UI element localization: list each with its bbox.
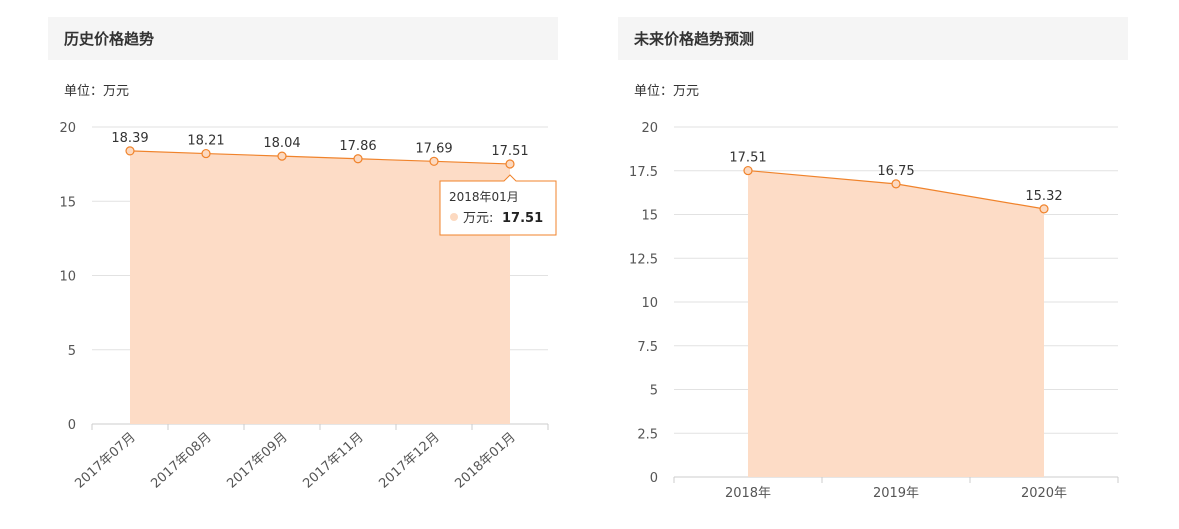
history-data-label-3: 17.86 <box>339 139 376 154</box>
forecast-chart[interactable]: 0 2.5 5 7.5 10 12.5 15 17.5 20 17.51 16.75 15.32 201… <box>618 17 1128 517</box>
history-x-label-0: 2017年07月 <box>72 430 138 492</box>
history-x-label-4: 2017年12月 <box>376 430 442 492</box>
history-tooltip-date: 2018年01月 <box>449 190 519 204</box>
history-data-label-5: 17.51 <box>491 144 528 159</box>
history-point-5 <box>505 159 515 169</box>
history-data-label-0: 18.39 <box>111 131 148 146</box>
forecast-x-label-2: 2020年 <box>1021 486 1067 501</box>
history-chart-title: 历史价格趋势 <box>64 30 155 48</box>
forecast-unit-label: 单位：万元 <box>634 84 700 99</box>
forecast-y-tick-5: 12.5 <box>629 252 658 267</box>
forecast-area <box>748 170 1044 477</box>
forecast-point-0 <box>743 165 753 176</box>
history-x-label-3: 2017年11月 <box>300 430 366 492</box>
history-series-line <box>129 150 511 165</box>
history-data-label-4: 17.69 <box>415 141 452 156</box>
history-y-tick-4: 20 <box>59 121 76 136</box>
forecast-x-label-1: 2019年 <box>873 486 919 501</box>
history-data-label-1: 18.21 <box>187 134 224 149</box>
forecast-y-tick-4: 10 <box>641 296 658 311</box>
history-tooltip-series-label: 万元: <box>463 211 493 226</box>
forecast-y-tick-1: 2.5 <box>637 427 658 442</box>
forecast-y-tick-8: 20 <box>641 121 658 136</box>
forecast-data-label-2: 15.32 <box>1025 189 1062 204</box>
forecast-y-tick-6: 15 <box>641 209 658 224</box>
history-tooltip-value: 17.51 <box>502 211 543 226</box>
history-data-label-2: 18.04 <box>263 136 300 151</box>
history-point-3 <box>353 154 363 164</box>
history-tooltip-marker <box>450 213 458 221</box>
forecast-x-label-0: 2018年 <box>725 486 771 501</box>
history-y-tick-2: 10 <box>59 270 76 285</box>
history-x-label-2: 2017年09月 <box>224 430 290 492</box>
history-x-label-1: 2017年08月 <box>148 430 214 492</box>
forecast-y-tick-2: 5 <box>650 384 658 399</box>
history-point-0 <box>125 146 135 156</box>
forecast-panel-header: 未来价格趋势预测 <box>618 17 1128 60</box>
history-point-1 <box>201 148 211 159</box>
history-y-tick-1: 5 <box>68 344 76 359</box>
forecast-point-2 <box>1039 204 1049 214</box>
forecast-y-tick-3: 7.5 <box>637 340 658 355</box>
forecast-y-tick-0: 0 <box>650 471 658 486</box>
history-point-2 <box>277 151 287 161</box>
history-price-panel: 历史价格趋势 单位：万元 0 5 10 15 20 18.39 18.21 18.04 17.8… <box>48 17 558 492</box>
forecast-chart-title: 未来价格趋势预测 <box>634 30 755 48</box>
forecast-price-panel: 未来价格趋势预测 单位：万元 0 2.5 5 7.5 10 12.5 15 17.5 20 17.… <box>618 17 1128 501</box>
forecast-data-label-0: 17.51 <box>729 151 766 166</box>
history-unit-label: 单位：万元 <box>64 84 130 99</box>
history-point-4 <box>429 156 439 166</box>
history-x-label-5: 2018年01月 <box>452 430 518 492</box>
history-panel-header: 历史价格趋势 <box>48 17 558 60</box>
history-y-tick-0: 0 <box>68 418 76 433</box>
forecast-y-tick-7: 17.5 <box>629 165 658 180</box>
history-tooltip-box <box>439 174 557 236</box>
history-y-tick-3: 15 <box>59 195 76 210</box>
forecast-point-1 <box>891 179 901 189</box>
history-area <box>130 150 510 424</box>
forecast-data-label-1: 16.75 <box>877 164 914 179</box>
